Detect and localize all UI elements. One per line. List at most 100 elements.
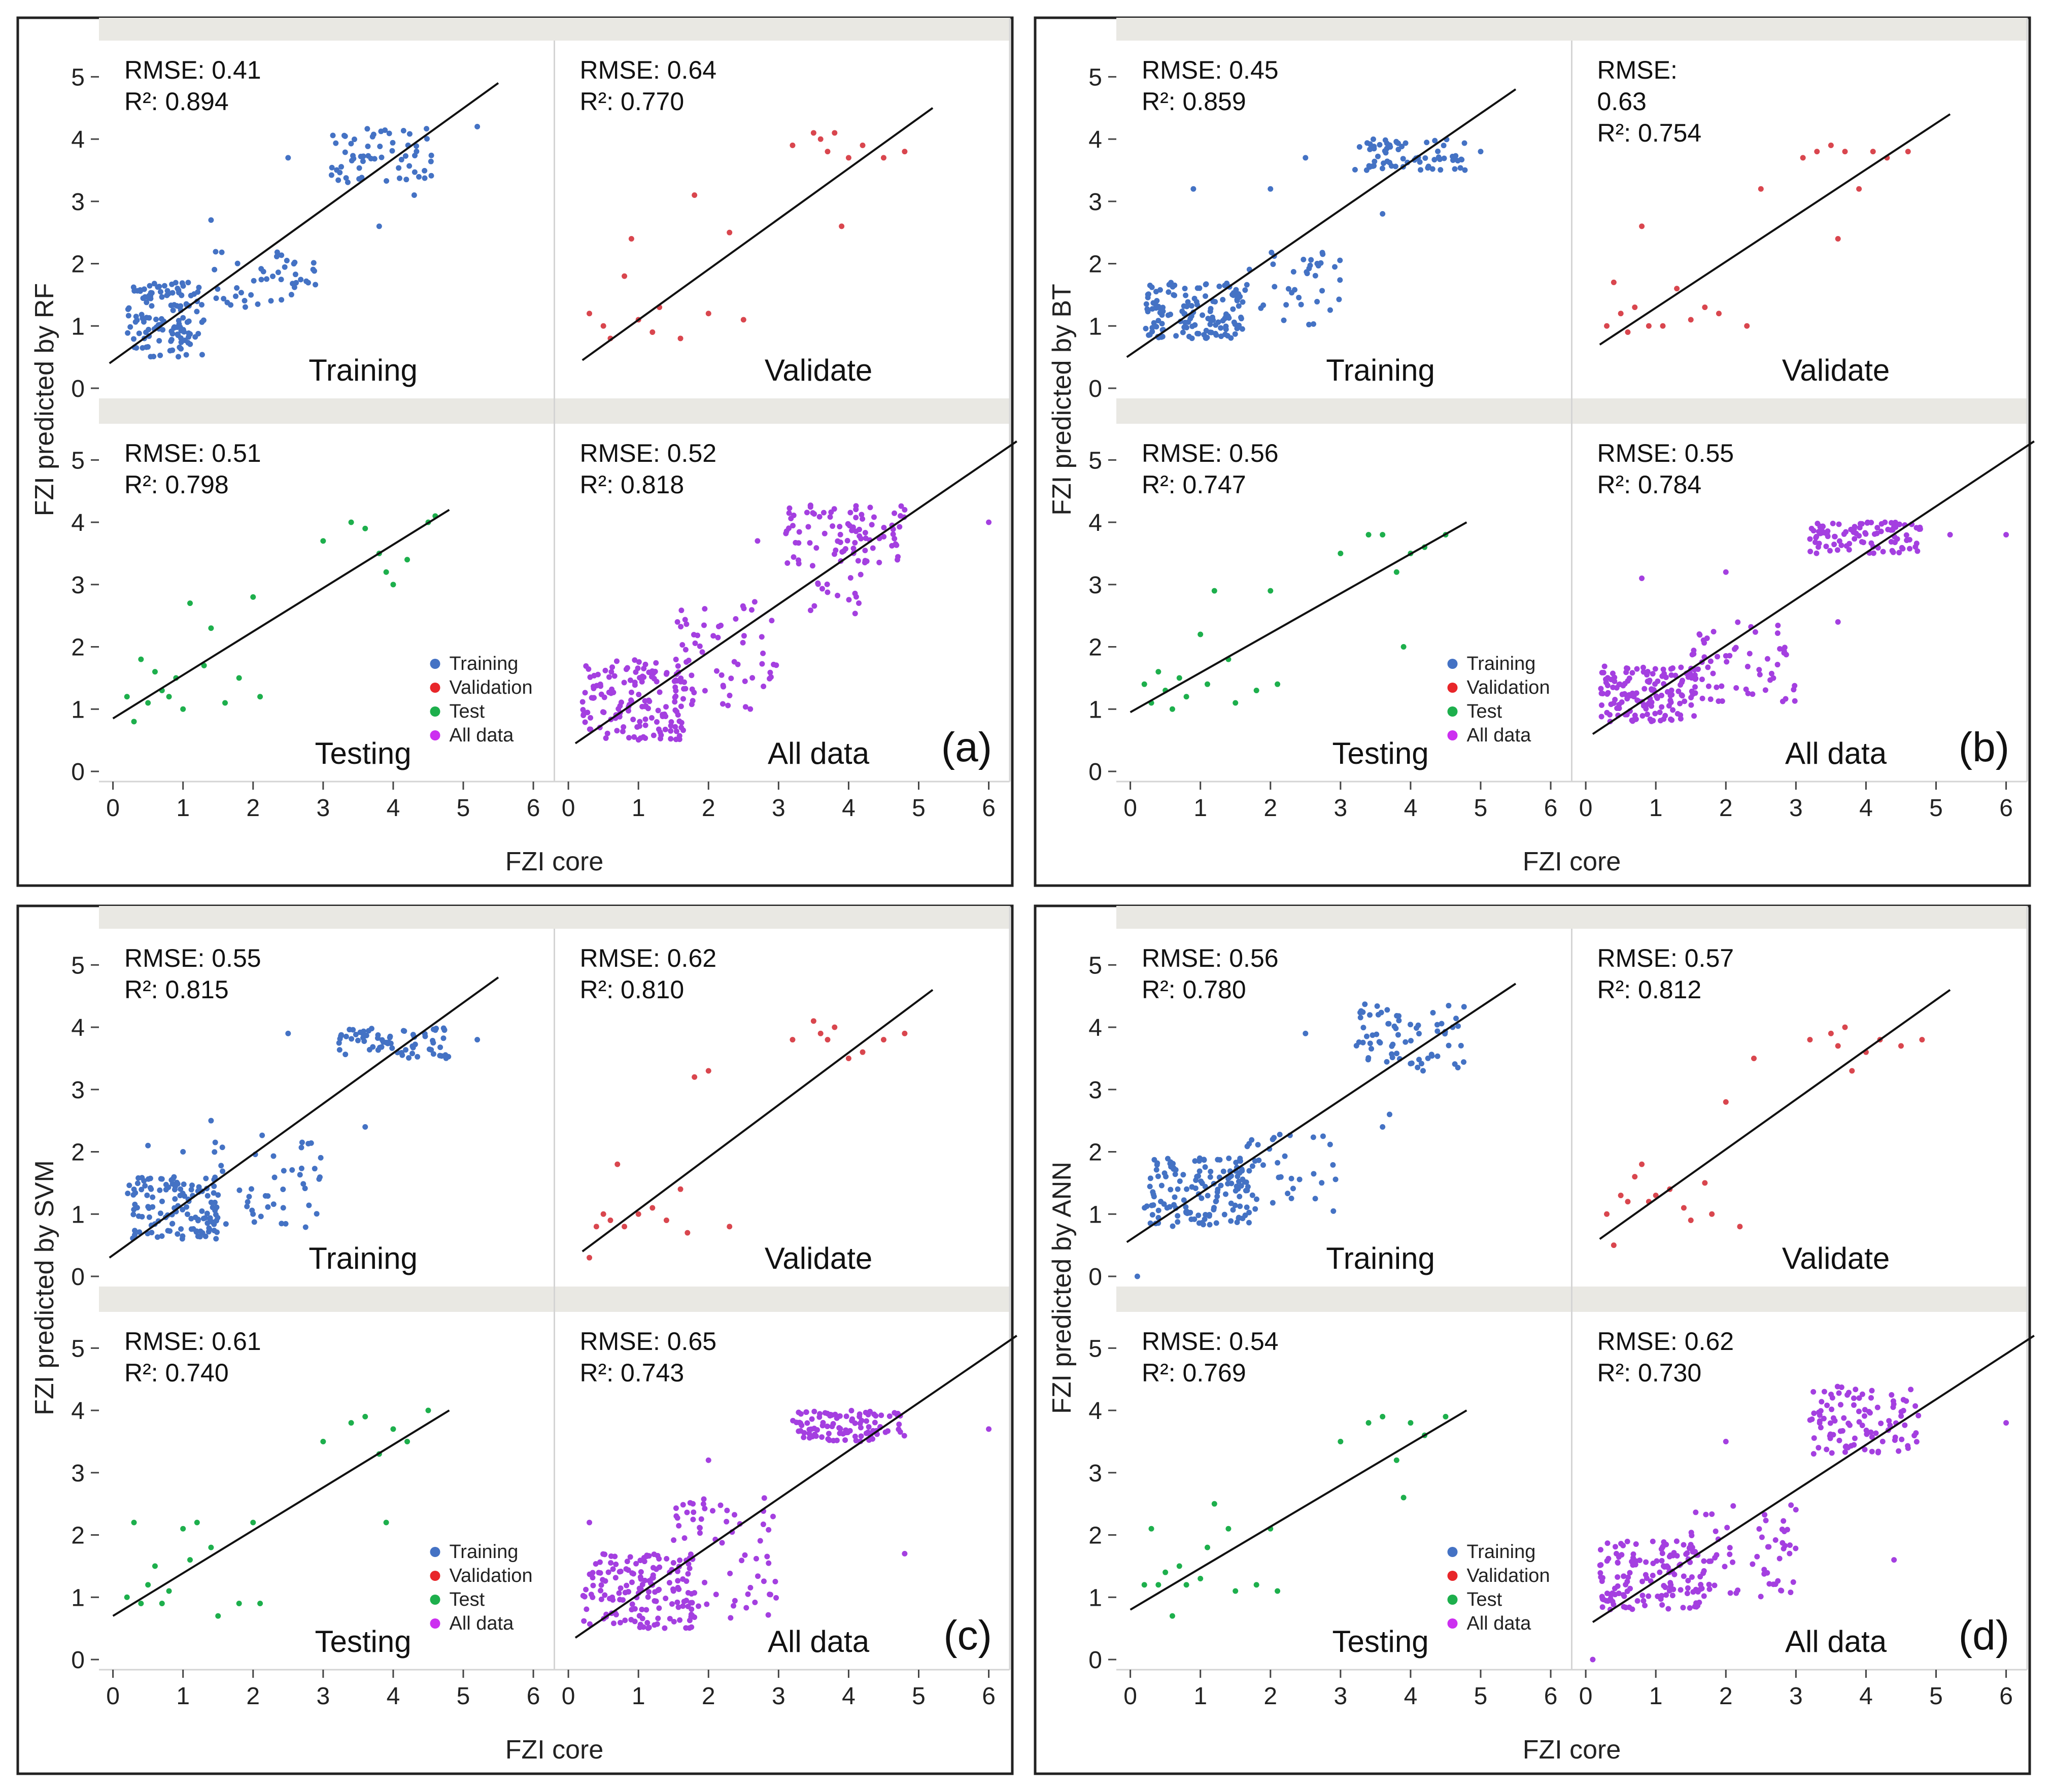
data-point [176, 287, 182, 293]
data-point [1623, 1604, 1629, 1610]
data-point [159, 1198, 165, 1204]
legend-label-all: All data [450, 1613, 515, 1634]
x-axis-label: FZI core [1523, 1735, 1621, 1765]
data-point [1188, 303, 1194, 309]
data-point [142, 1183, 148, 1189]
data-point [428, 173, 434, 179]
data-point [1155, 1173, 1161, 1179]
stat-label: RMSE: 0.41 [124, 56, 261, 84]
data-point [404, 557, 411, 563]
data-point [1327, 307, 1333, 313]
data-point [745, 1591, 751, 1597]
data-point [598, 1582, 604, 1588]
data-point [390, 140, 396, 146]
data-point [153, 316, 159, 322]
data-point [835, 592, 841, 598]
data-point [732, 1598, 738, 1604]
stat-label: R²: 0.780 [1142, 975, 1246, 1004]
data-point [157, 1187, 163, 1193]
data-point [652, 1598, 658, 1604]
data-point [902, 149, 908, 155]
y-tick-label: 1 [71, 1584, 85, 1611]
data-point [189, 1182, 195, 1189]
x-tick-label: 5 [912, 795, 926, 822]
data-point [163, 1187, 169, 1193]
data-point [645, 1594, 651, 1600]
data-point [1230, 1207, 1236, 1213]
data-point [1824, 1446, 1830, 1452]
data-point [1239, 326, 1245, 332]
data-point [690, 698, 696, 704]
data-point [866, 1424, 872, 1430]
data-point [212, 1139, 218, 1145]
x-tick-label: 3 [316, 1683, 330, 1710]
data-point [1271, 1135, 1277, 1141]
data-point [809, 1416, 815, 1422]
data-point [1816, 1445, 1822, 1451]
data-point [1383, 150, 1389, 156]
data-point [688, 1551, 694, 1558]
data-point [1680, 1605, 1686, 1611]
scatter-points [1604, 142, 1911, 335]
data-point [1779, 1587, 1785, 1594]
data-point [1744, 323, 1750, 329]
data-point [674, 619, 680, 625]
data-point [1206, 1211, 1212, 1218]
data-point [702, 1579, 708, 1585]
data-point [1880, 549, 1886, 555]
data-point [1781, 1545, 1787, 1551]
legend-marker-test [430, 706, 440, 717]
data-point [1617, 681, 1623, 687]
data-point [1666, 703, 1672, 709]
x-tick-label: 1 [176, 1683, 190, 1710]
data-point [329, 164, 335, 171]
data-point [588, 715, 594, 721]
data-point [1692, 1604, 1698, 1610]
legend-marker-validation [1447, 683, 1458, 693]
data-point [1824, 1402, 1830, 1408]
x-tick-label: 5 [1929, 1683, 1943, 1710]
data-point [1438, 167, 1444, 173]
data-point [1395, 1032, 1401, 1038]
data-point [1639, 576, 1645, 582]
data-point [812, 1431, 818, 1437]
data-point [1779, 1526, 1785, 1532]
data-point [320, 1438, 326, 1444]
data-point [1237, 1203, 1243, 1209]
data-point [1891, 1401, 1897, 1407]
data-point [166, 694, 172, 700]
data-point [135, 1213, 142, 1219]
x-tick-label: 4 [387, 1683, 400, 1710]
data-point [1149, 328, 1155, 334]
x-axis-label: FZI core [1523, 847, 1621, 876]
data-point [357, 1029, 363, 1035]
data-point [607, 1218, 613, 1224]
data-point [1320, 1133, 1326, 1139]
data-point [416, 174, 422, 180]
scatter-points [125, 1025, 481, 1242]
data-point [270, 273, 276, 279]
data-point [170, 307, 176, 313]
data-point [353, 1031, 359, 1037]
data-point [672, 724, 678, 730]
data-point [644, 1619, 651, 1626]
data-point [176, 354, 182, 360]
data-point [748, 607, 755, 613]
data-point [1283, 302, 1289, 308]
data-point [1830, 520, 1836, 526]
data-point [733, 616, 739, 622]
data-point [1788, 1502, 1794, 1508]
data-point [1598, 1562, 1604, 1568]
data-point [348, 141, 354, 147]
data-point [1182, 285, 1188, 291]
data-point [819, 1423, 826, 1429]
data-point [675, 1604, 681, 1610]
data-point [622, 1224, 628, 1230]
data-point [1228, 1218, 1234, 1224]
data-point [881, 534, 887, 540]
data-point [1856, 186, 1862, 192]
data-point [1659, 1602, 1665, 1608]
data-point [677, 1617, 683, 1623]
data-point [1232, 331, 1238, 337]
data-point [1756, 667, 1762, 673]
